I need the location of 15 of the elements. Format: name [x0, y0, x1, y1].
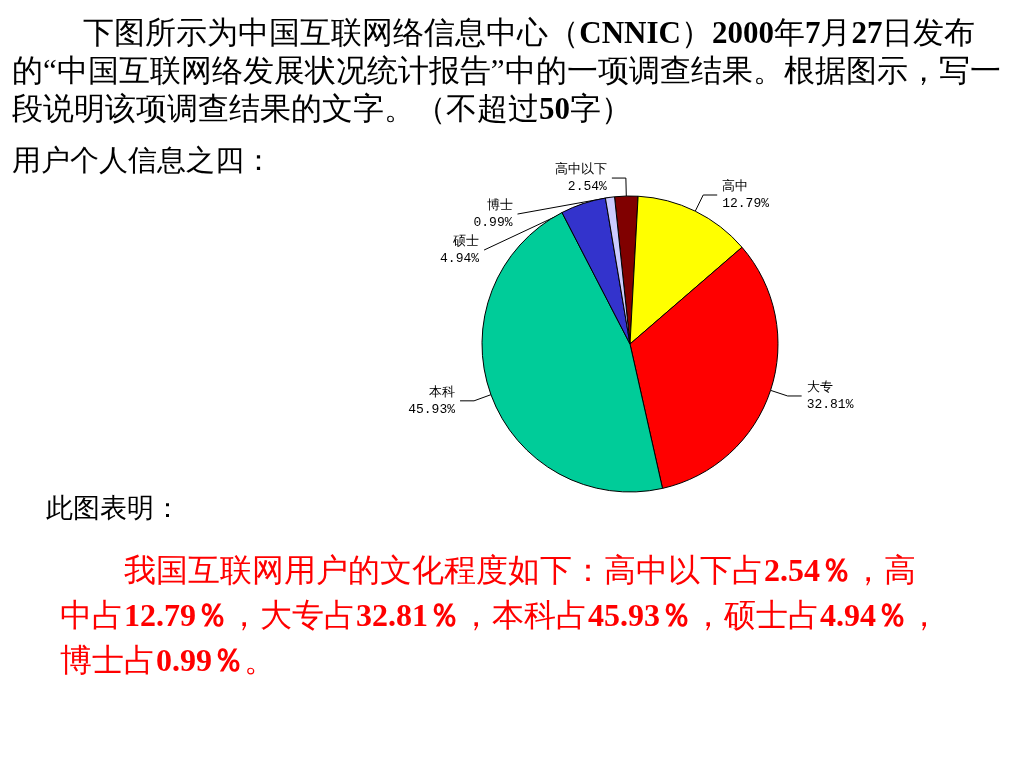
text: 此图表明：: [46, 492, 181, 525]
slice-label: 高中以下: [554, 161, 607, 178]
data-label: 12.79%: [722, 196, 770, 212]
slice-label: 本科: [429, 384, 456, 400]
text: 我国互联网用户的文化程度如下：高中以下占2.54％，高中占12.79％，大专占32.81％，本科占45.93％，硕士占4.94％，博士占0.99％。: [60, 552, 940, 678]
slice-label: 硕士: [452, 234, 480, 250]
slice-label: 高中: [722, 178, 749, 195]
text: 用户个人信息之四：: [12, 143, 273, 178]
slice-label: 大专: [806, 379, 833, 395]
data-label: 45.93%: [408, 401, 456, 417]
slice-label: 博士: [486, 198, 513, 214]
data-label: 2.54%: [567, 179, 608, 195]
data-label: 32.81%: [806, 396, 854, 412]
data-label: 4.94%: [440, 251, 480, 267]
data-label: 0.99%: [473, 215, 513, 231]
